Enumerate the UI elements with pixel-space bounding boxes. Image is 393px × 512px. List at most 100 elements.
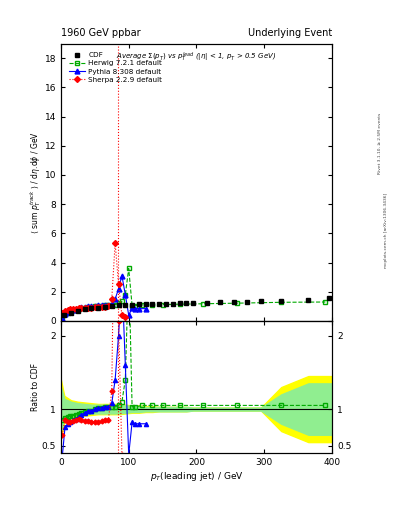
- CDF: [123, 302, 128, 308]
- X-axis label: $p_T$(leading jet) / GeV: $p_T$(leading jet) / GeV: [150, 470, 243, 483]
- CDF: [103, 304, 107, 310]
- CDF: [75, 308, 80, 314]
- Herwig 7.2.1 default: [113, 302, 118, 308]
- CDF: [306, 296, 311, 303]
- Pythia 8.308 default: [92, 303, 97, 309]
- Sherpa 2.2.9 default: [65, 307, 70, 313]
- Herwig 7.2.1 default: [150, 302, 155, 308]
- CDF: [143, 301, 148, 307]
- CDF: [89, 305, 94, 311]
- CDF: [96, 305, 101, 311]
- CDF: [82, 306, 87, 312]
- Herwig 7.2.1 default: [73, 307, 78, 313]
- Herwig 7.2.1 default: [177, 301, 182, 307]
- Herwig 7.2.1 default: [201, 301, 206, 307]
- Herwig 7.2.1 default: [109, 302, 114, 308]
- Sherpa 2.2.9 default: [96, 304, 101, 310]
- Sherpa 2.2.9 default: [99, 304, 104, 310]
- Sherpa 2.2.9 default: [109, 296, 114, 302]
- Pythia 8.308 default: [143, 306, 148, 312]
- Herwig 7.2.1 default: [92, 303, 97, 309]
- Herwig 7.2.1 default: [279, 299, 284, 305]
- Sherpa 2.2.9 default: [79, 305, 84, 311]
- Herwig 7.2.1 default: [119, 298, 124, 304]
- Herwig 7.2.1 default: [323, 299, 328, 305]
- Herwig 7.2.1 default: [96, 303, 101, 309]
- Herwig 7.2.1 default: [60, 313, 64, 319]
- Herwig 7.2.1 default: [235, 300, 239, 306]
- Pythia 8.308 default: [103, 302, 107, 308]
- Pythia 8.308 default: [136, 306, 141, 312]
- CDF: [245, 298, 250, 305]
- CDF: [62, 312, 67, 318]
- CDF: [109, 303, 114, 309]
- Herwig 7.2.1 default: [68, 308, 73, 314]
- Pythia 8.308 default: [96, 302, 101, 308]
- Pythia 8.308 default: [99, 302, 104, 308]
- Herwig 7.2.1 default: [106, 302, 111, 308]
- Herwig 7.2.1 default: [130, 303, 134, 309]
- Herwig 7.2.1 default: [82, 305, 87, 311]
- Pythia 8.308 default: [106, 302, 111, 308]
- CDF: [157, 301, 162, 307]
- Herwig 7.2.1 default: [79, 305, 84, 311]
- Herwig 7.2.1 default: [99, 303, 104, 309]
- Pythia 8.308 default: [133, 306, 138, 312]
- Sherpa 2.2.9 default: [89, 305, 94, 311]
- Pythia 8.308 default: [62, 311, 67, 317]
- Text: Rivet 3.1.10, ≥ 2.5M events: Rivet 3.1.10, ≥ 2.5M events: [378, 113, 382, 174]
- Sherpa 2.2.9 default: [119, 312, 124, 318]
- Sherpa 2.2.9 default: [68, 306, 73, 312]
- Line: Herwig 7.2.1 default: Herwig 7.2.1 default: [60, 266, 328, 319]
- Pythia 8.308 default: [76, 305, 81, 311]
- Sherpa 2.2.9 default: [113, 240, 118, 246]
- Line: CDF: CDF: [62, 296, 331, 317]
- Text: Underlying Event: Underlying Event: [248, 28, 332, 38]
- Pythia 8.308 default: [119, 273, 124, 279]
- Pythia 8.308 default: [86, 303, 90, 309]
- Herwig 7.2.1 default: [160, 302, 165, 308]
- Y-axis label: $\langle$ sum $p_T^{track}$ $\rangle$ / d$\eta$.d$\phi$ / GeV: $\langle$ sum $p_T^{track}$ $\rangle$ / …: [28, 131, 43, 234]
- CDF: [116, 302, 121, 308]
- Herwig 7.2.1 default: [140, 302, 145, 308]
- Sherpa 2.2.9 default: [60, 310, 64, 316]
- Line: Pythia 8.308 default: Pythia 8.308 default: [60, 273, 148, 320]
- Herwig 7.2.1 default: [65, 310, 70, 316]
- Y-axis label: Ratio to CDF: Ratio to CDF: [31, 363, 40, 411]
- CDF: [218, 299, 222, 305]
- Sherpa 2.2.9 default: [71, 306, 75, 312]
- Sherpa 2.2.9 default: [73, 306, 78, 312]
- CDF: [150, 301, 155, 307]
- Herwig 7.2.1 default: [86, 304, 90, 310]
- Pythia 8.308 default: [89, 303, 94, 309]
- Pythia 8.308 default: [82, 304, 87, 310]
- Text: Average $\Sigma(p_T)$ vs $p_T^{lead}$ (|$\eta$| < 1, $p_T$ > 0.5 GeV): Average $\Sigma(p_T)$ vs $p_T^{lead}$ (|…: [116, 51, 277, 64]
- Sherpa 2.2.9 default: [103, 304, 107, 310]
- Herwig 7.2.1 default: [123, 292, 128, 298]
- CDF: [69, 309, 73, 315]
- Sherpa 2.2.9 default: [92, 304, 97, 310]
- CDF: [171, 301, 175, 307]
- Legend: CDF, Herwig 7.2.1 default, Pythia 8.308 default, Sherpa 2.2.9 default: CDF, Herwig 7.2.1 default, Pythia 8.308 …: [67, 50, 164, 85]
- Sherpa 2.2.9 default: [82, 305, 87, 311]
- Pythia 8.308 default: [113, 296, 118, 302]
- CDF: [204, 300, 209, 306]
- Sherpa 2.2.9 default: [116, 282, 121, 288]
- Pythia 8.308 default: [60, 315, 64, 321]
- CDF: [136, 302, 141, 308]
- Herwig 7.2.1 default: [133, 303, 138, 309]
- Herwig 7.2.1 default: [116, 301, 121, 307]
- Herwig 7.2.1 default: [71, 307, 75, 313]
- Text: 1960 GeV ppbar: 1960 GeV ppbar: [61, 28, 141, 38]
- Sherpa 2.2.9 default: [76, 305, 81, 311]
- Line: Sherpa 2.2.9 default: Sherpa 2.2.9 default: [60, 241, 127, 318]
- Pythia 8.308 default: [73, 306, 78, 312]
- CDF: [326, 295, 331, 302]
- CDF: [130, 302, 134, 308]
- Sherpa 2.2.9 default: [62, 308, 67, 314]
- Herwig 7.2.1 default: [62, 311, 67, 317]
- CDF: [231, 299, 236, 305]
- Pythia 8.308 default: [79, 304, 84, 310]
- Sherpa 2.2.9 default: [123, 313, 128, 319]
- Sherpa 2.2.9 default: [106, 303, 111, 309]
